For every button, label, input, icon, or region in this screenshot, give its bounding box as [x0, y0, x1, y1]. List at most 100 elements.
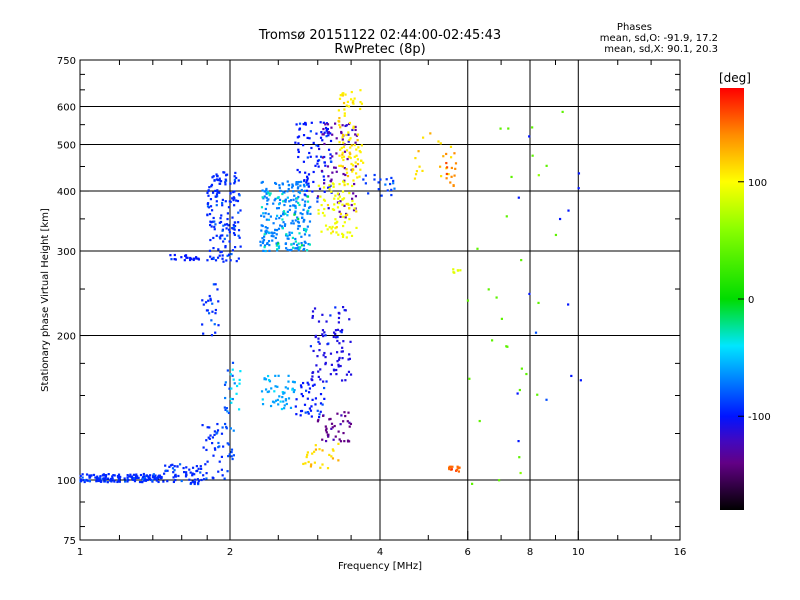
data-point [224, 223, 227, 226]
data-point [306, 156, 309, 159]
data-point [292, 390, 295, 394]
data-point [213, 225, 216, 228]
data-point [278, 186, 281, 189]
data-point [222, 240, 225, 243]
data-point [304, 230, 307, 233]
data-point [321, 333, 324, 336]
data-point [389, 182, 392, 186]
data-point [282, 200, 285, 203]
data-point [238, 378, 241, 382]
data-point [456, 269, 459, 272]
data-point [208, 437, 211, 440]
data-point [333, 203, 336, 206]
data-point [342, 145, 346, 149]
data-point [348, 138, 351, 142]
data-point [224, 183, 227, 186]
data-point [319, 121, 322, 124]
data-point [214, 283, 217, 286]
data-point [267, 390, 271, 393]
data-point [277, 242, 280, 245]
data-point [345, 168, 348, 171]
data-point [300, 180, 303, 183]
data-point [314, 335, 317, 339]
data-point [350, 162, 353, 166]
data-point [459, 269, 462, 272]
data-point [277, 403, 280, 406]
data-point [295, 398, 298, 401]
data-point [303, 227, 306, 231]
data-point [332, 331, 336, 334]
data-point [208, 249, 212, 252]
data-point [299, 246, 302, 249]
data-point [286, 387, 289, 390]
data-point [269, 215, 272, 218]
data-point [189, 471, 192, 474]
data-point [318, 187, 322, 190]
data-point [153, 477, 156, 480]
data-point [266, 190, 270, 193]
data-point [174, 478, 177, 482]
data-point [206, 202, 210, 205]
data-point [297, 221, 301, 224]
data-point [339, 148, 342, 151]
data-point [340, 350, 343, 353]
data-point [347, 411, 350, 414]
data-point [340, 146, 343, 150]
data-point [429, 132, 432, 135]
data-point [265, 192, 268, 195]
data-point [209, 434, 212, 437]
data-point [219, 237, 222, 240]
data-point [94, 476, 97, 479]
data-point [185, 471, 188, 474]
data-point [213, 430, 216, 433]
data-point [345, 133, 348, 137]
data-point [225, 425, 228, 429]
data-point [141, 480, 144, 484]
data-point [285, 233, 288, 236]
data-point [217, 441, 220, 445]
data-point [323, 331, 326, 334]
data-point [309, 409, 313, 412]
x-tick-label: 1 [77, 547, 83, 558]
data-point [344, 216, 347, 219]
data-point [288, 231, 291, 234]
data-point [206, 259, 209, 262]
data-point [309, 212, 312, 216]
data-point [325, 129, 328, 132]
data-point [184, 254, 188, 257]
data-point [188, 468, 191, 471]
data-point [311, 314, 314, 318]
data-point [261, 224, 264, 228]
data-point [357, 146, 360, 149]
data-point [299, 414, 302, 417]
data-point [154, 474, 157, 477]
data-point [332, 335, 335, 339]
data-point [111, 475, 114, 478]
data-point [342, 101, 346, 105]
data-point [231, 197, 234, 200]
data-point [287, 183, 291, 187]
data-point [132, 478, 135, 481]
data-point [338, 164, 341, 168]
data-point [340, 93, 343, 97]
data-point [351, 101, 354, 104]
data-point [325, 380, 328, 383]
data-point [308, 391, 311, 394]
data-point [316, 159, 320, 162]
data-point [322, 354, 325, 357]
data-point [221, 201, 224, 205]
data-point [281, 183, 285, 186]
data-point [224, 244, 227, 248]
data-point [342, 224, 345, 228]
data-point [237, 229, 241, 232]
data-point [159, 476, 162, 480]
data-point [169, 254, 172, 257]
y-axis-label: Stationary phase Virtual Height [km] [40, 208, 51, 392]
data-point [273, 199, 276, 202]
data-point [207, 194, 210, 197]
data-point [215, 173, 218, 176]
data-point [197, 257, 200, 260]
data-point [217, 300, 220, 303]
data-point [345, 373, 349, 376]
data-point [352, 125, 355, 128]
